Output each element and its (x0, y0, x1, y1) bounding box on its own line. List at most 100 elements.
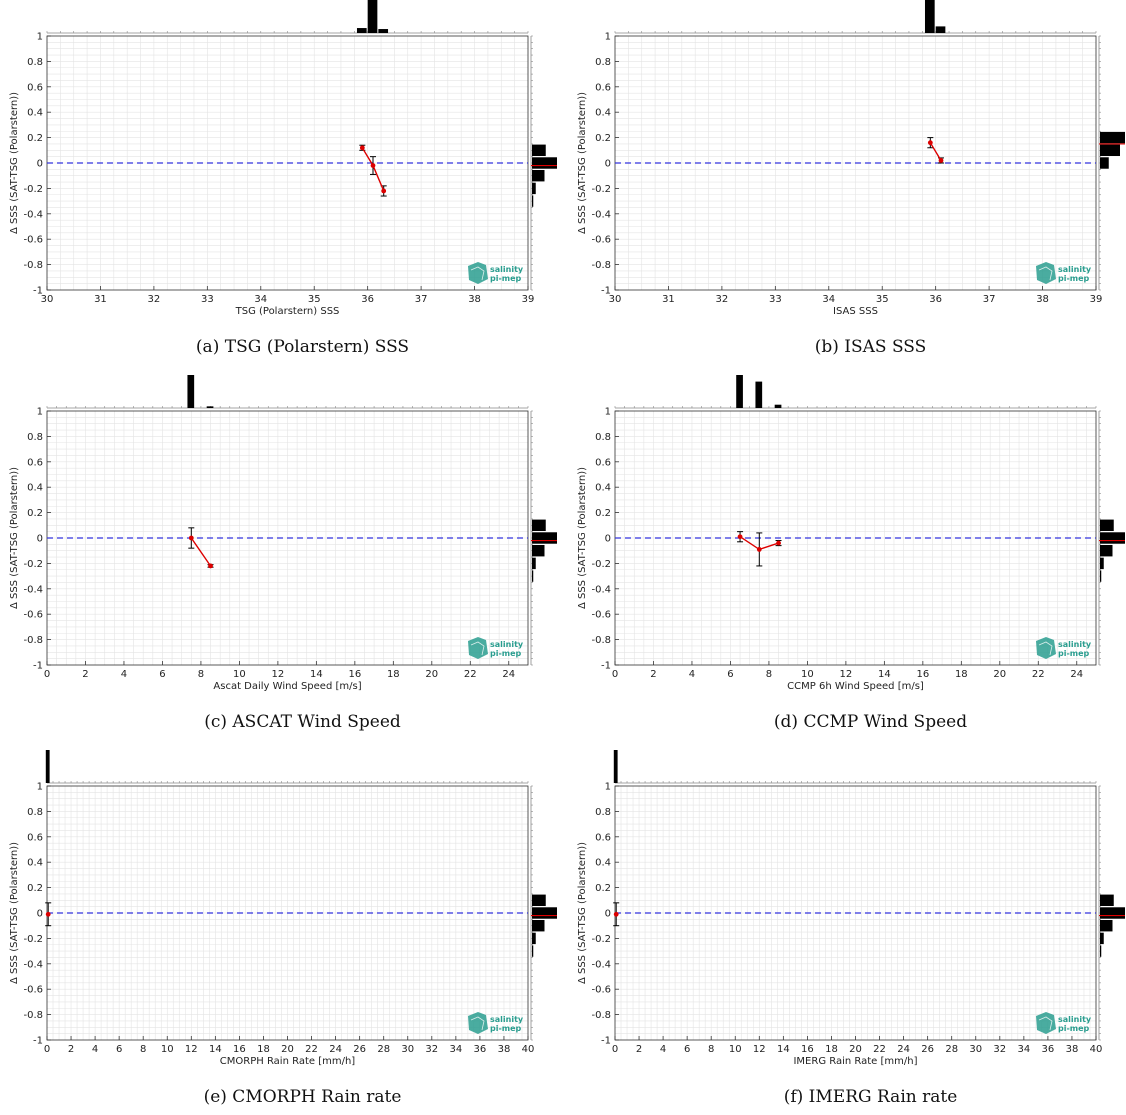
x-tick-label: 6 (159, 669, 165, 680)
y-tick-label: 1 (37, 32, 43, 43)
x-tick-label: 32 (716, 294, 729, 305)
x-tick-label: 30 (401, 1044, 414, 1055)
x-tick-label: 18 (955, 669, 968, 680)
x-tick-label: 2 (650, 669, 656, 680)
mean-series-point (359, 145, 365, 151)
panel-caption: (a) TSG (Polarstern) SSS (196, 337, 409, 357)
y-axis-label: Δ SSS (SAT-TSG (Polarstern)) (9, 467, 20, 609)
panel-caption: (b) ISAS SSS (815, 337, 927, 357)
y-tick-label: 0.4 (595, 483, 611, 494)
x-tick-label: 24 (502, 669, 515, 680)
x-tick-label: 26 (353, 1044, 366, 1055)
logo-text-pimep: pi-mep (490, 274, 522, 283)
x-tick-label: 14 (878, 669, 891, 680)
top-histogram-bar (774, 404, 782, 408)
x-tick-label: 22 (464, 669, 477, 680)
x-tick-label: 22 (305, 1044, 318, 1055)
logo-text-pimep: pi-mep (1058, 1024, 1090, 1033)
y-axis-label: Δ SSS (SAT-TSG (Polarstern)) (577, 92, 588, 234)
right-histogram-bar (1100, 894, 1114, 907)
logo-mark-highlight (1038, 266, 1053, 281)
y-tick-label: 0.4 (27, 858, 43, 869)
x-tick-label: 14 (209, 1044, 222, 1055)
x-tick-label: 2 (636, 1044, 642, 1055)
x-tick-label: 4 (92, 1044, 98, 1055)
mean-series (45, 902, 52, 927)
x-tick-label: 34 (822, 294, 835, 305)
y-tick-label: 0.2 (27, 883, 43, 894)
y-tick-label: 0.2 (27, 508, 43, 519)
y-tick-label: 0.8 (27, 432, 43, 443)
y-tick-label: 0 (37, 159, 43, 170)
x-tick-label: 12 (272, 669, 285, 680)
logo-text-salinity: salinity (490, 265, 524, 274)
y-tick-label: 0 (37, 534, 43, 545)
x-tick-label: 8 (766, 669, 772, 680)
x-axis-label: IMERG Rain Rate [mm/h] (793, 1056, 917, 1067)
y-tick-label: -1 (33, 1036, 43, 1047)
mean-series (188, 527, 214, 569)
x-axis-label: CCMP 6h Wind Speed [m/s] (787, 681, 924, 692)
x-tick-label: 8 (198, 669, 204, 680)
logo-mark (468, 1012, 488, 1034)
y-tick-label: -0.2 (23, 184, 43, 195)
x-tick-label: 26 (921, 1044, 934, 1055)
x-tick-label: 38 (498, 1044, 511, 1055)
y-tick-label: 0.6 (595, 82, 611, 93)
right-histogram-bar (532, 182, 536, 195)
right-histogram-bar (1100, 544, 1113, 557)
y-tick-label: -0.8 (23, 260, 43, 271)
right-histogram-bar (532, 169, 545, 182)
mean-series-point (776, 540, 781, 546)
x-tick-label: 16 (916, 669, 929, 680)
right-histogram-bar (532, 157, 557, 169)
logo-text-pimep: pi-mep (490, 649, 522, 658)
mean-series-point (381, 188, 387, 194)
logo-mark (468, 637, 488, 659)
y-axis-label: Δ SSS (SAT-TSG (Polarstern)) (9, 842, 20, 984)
right-histogram-bar (532, 557, 536, 570)
y-tick-label: 0.4 (595, 108, 611, 119)
top-histogram-bar (378, 29, 389, 33)
x-tick-label: 6 (116, 1044, 122, 1055)
logo-text-salinity: salinity (490, 1015, 524, 1024)
panel-caption: (c) ASCAT Wind Speed (204, 712, 401, 732)
x-tick-label: 16 (801, 1044, 814, 1055)
x-tick-label: 34 (254, 294, 267, 305)
right-histogram-bar (1100, 919, 1113, 932)
logo-mark (1036, 262, 1056, 284)
logo-text-pimep: pi-mep (1058, 649, 1090, 658)
right-histogram-bar (1100, 945, 1102, 957)
x-tick-label: 6 (727, 669, 733, 680)
x-tick-label: 20 (425, 669, 438, 680)
top-histogram-bar (356, 28, 367, 33)
y-tick-label: -0.4 (23, 584, 43, 595)
y-tick-label: -0.4 (591, 959, 611, 970)
mean-series-point (938, 158, 944, 163)
y-tick-label: -0.8 (23, 1010, 43, 1021)
x-tick-label: 4 (689, 669, 695, 680)
x-tick-label: 40 (1090, 1044, 1103, 1055)
x-tick-label: 35 (308, 294, 321, 305)
mean-series (613, 902, 620, 927)
x-tick-label: 37 (415, 294, 428, 305)
mean-series-point (208, 563, 213, 569)
x-tick-label: 10 (729, 1044, 742, 1055)
y-tick-label: -0.8 (591, 635, 611, 646)
x-tick-label: 18 (825, 1044, 838, 1055)
y-axis-label: Δ SSS (SAT-TSG (Polarstern)) (577, 467, 588, 609)
x-tick-label: 18 (257, 1044, 270, 1055)
x-tick-label: 24 (1070, 669, 1083, 680)
x-tick-label: 16 (233, 1044, 246, 1055)
top-histogram-bar (755, 381, 763, 408)
x-tick-label: 24 (897, 1044, 910, 1055)
right-histogram-bar (532, 932, 536, 945)
x-tick-label: 36 (361, 294, 374, 305)
x-tick-label: 36 (1042, 1044, 1055, 1055)
logo-mark-highlight (1038, 641, 1053, 656)
x-axis-label: CMORPH Rain Rate [mm/h] (220, 1056, 356, 1067)
x-tick-label: 28 (377, 1044, 390, 1055)
logo-text-pimep: pi-mep (490, 1024, 522, 1033)
